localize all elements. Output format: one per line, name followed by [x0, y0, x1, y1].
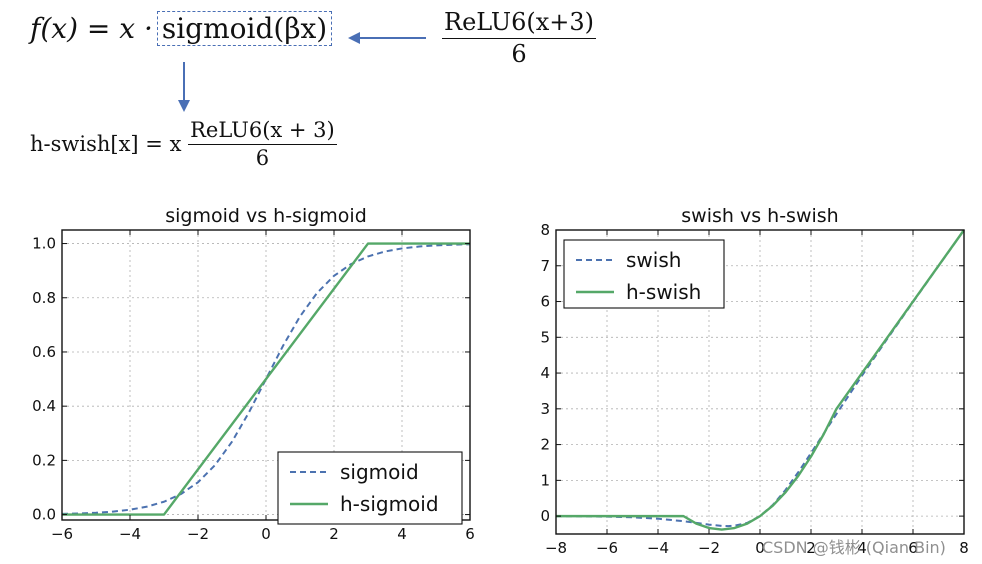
hswish-formula: h-swish[x] = x ReLU6(x + 3) 6 [30, 118, 337, 170]
x-tick-label: −2 [698, 539, 720, 557]
y-tick-label: 5 [540, 328, 550, 346]
left-arrow-icon [348, 32, 426, 44]
x-tick-label: 2 [806, 539, 816, 557]
x-tick-label: 6 [465, 525, 475, 543]
sigmoid-chart: sigmoid vs h-sigmoid −6 −4 −2 0 2 4 6 0.0 0.2 0.4 0… [32, 205, 475, 543]
series-line-h-sigmoid [62, 242, 470, 516]
y-tick-label: 0.0 [32, 506, 56, 524]
sigmoid-term-box: sigmoid(βx) [156, 11, 333, 46]
y-tick-label: 1 [540, 471, 550, 489]
y-tick-label: 7 [540, 257, 550, 275]
legend-label-swish: swish [626, 248, 681, 272]
x-tick-label: 0 [755, 539, 765, 557]
x-tick-label: −4 [119, 525, 141, 543]
swish-formula: f(x) = x · sigmoid(βx) [30, 11, 333, 46]
y-tick-label: 0.4 [32, 397, 56, 415]
relu6-fraction: ReLU6(x+3) 6 [442, 8, 597, 68]
y-tick-label: 4 [540, 364, 550, 382]
chart-title: sigmoid vs h-sigmoid [165, 205, 367, 227]
y-tick-label: 8 [540, 221, 550, 239]
relu6-fraction-numerator: ReLU6(x+3) [442, 8, 597, 39]
hswish-fraction-numerator: ReLU6(x + 3) [188, 118, 337, 145]
x-tick-label: 8 [959, 539, 969, 557]
y-tick-label: 0.6 [32, 343, 56, 361]
x-tick-label: 2 [329, 525, 339, 543]
hswish-fraction-denominator: 6 [255, 146, 270, 170]
legend-label-h-sigmoid: h-sigmoid [340, 492, 439, 516]
y-tick-label: 3 [540, 400, 550, 418]
swish-chart: swish vs h-swish −8 −6 −4 −2 0 2 4 6 8 0 1 2 3 4 5 6 7 8 sw… [540, 205, 969, 557]
y-tick-label: 6 [540, 293, 550, 311]
x-tick-label: −6 [51, 525, 73, 543]
y-tick-label: 0.8 [32, 289, 56, 307]
chart-title: swish vs h-swish [681, 205, 838, 227]
x-tick-label: 4 [397, 525, 407, 543]
swish-formula-lhs: f(x) = x · [30, 12, 153, 45]
relu6-fraction-denominator: 6 [511, 40, 527, 68]
x-tick-label: −8 [545, 539, 567, 557]
x-tick-label: −6 [596, 539, 618, 557]
down-arrow-icon [178, 62, 190, 112]
x-tick-label: 0 [261, 525, 271, 543]
y-tick-label: 1.0 [32, 235, 56, 253]
legend: sigmoid h-sigmoid [277, 451, 463, 525]
legend-label-h-swish: h-swish [626, 280, 701, 304]
legend-label-sigmoid: sigmoid [340, 460, 419, 484]
series-line-h-swish [556, 229, 965, 531]
x-tick-label: 4 [857, 539, 867, 557]
x-tick-label: −4 [647, 539, 669, 557]
legend-box [277, 451, 463, 525]
watermark: CSDN @钱彬 (Qian Bin) [762, 538, 946, 557]
y-tick-label: 0 [540, 507, 550, 525]
hswish-formula-lhs: h-swish[x] = x [30, 132, 182, 156]
legend-box [563, 239, 725, 309]
y-tick-label: 0.2 [32, 451, 56, 469]
x-tick-label: 6 [908, 539, 918, 557]
legend: swish h-swish [563, 239, 725, 309]
series-line-sigmoid [61, 243, 471, 515]
y-tick-label: 2 [540, 436, 550, 454]
x-tick-label: −2 [187, 525, 209, 543]
